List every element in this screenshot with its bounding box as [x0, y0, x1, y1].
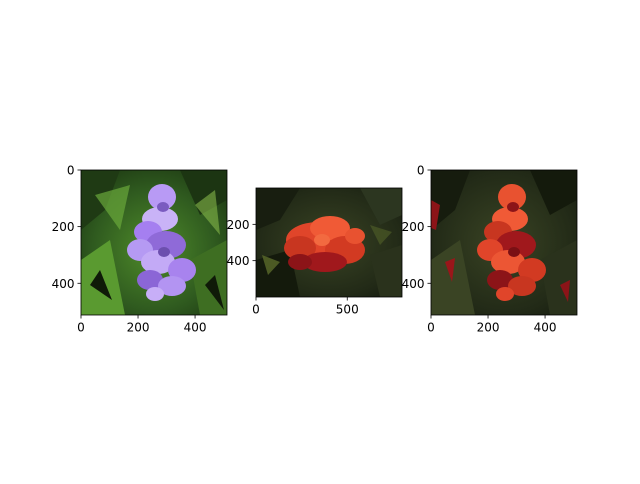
y-tick-label: 200: [402, 220, 425, 234]
flower-red: [284, 216, 365, 272]
x-tick-label: 0: [427, 321, 435, 335]
x-tick-label: 400: [184, 321, 207, 335]
image-panel-2: 0 500 200 400: [227, 187, 403, 317]
y-tick-label: 400: [52, 277, 75, 291]
x-tick-label: 200: [127, 321, 150, 335]
y-tick-label: 400: [227, 254, 250, 268]
axis-ticks-panel-1: 0 200 400 0 200 400: [52, 164, 207, 335]
flower-cluster-1: [127, 184, 196, 301]
y-tick-label: 200: [227, 218, 250, 232]
y-tick-label: 200: [52, 220, 75, 234]
image-red-flower: [256, 188, 402, 297]
y-tick-label: 400: [402, 277, 425, 291]
x-tick-label: 500: [336, 303, 359, 317]
axis-ticks-panel-2: 0 500 200 400: [227, 218, 359, 317]
axis-ticks-panel-3: 0 200 400 0 200 400: [402, 164, 557, 335]
image-panel-3: 0 200 400 0 200 400: [402, 164, 578, 335]
image-panel-1: 0 200 400 0 200 400: [52, 164, 228, 335]
x-tick-label: 200: [477, 321, 500, 335]
image-purple-flowers: [81, 170, 227, 315]
image-recolored-flowers: [431, 170, 577, 315]
y-tick-label: 0: [417, 164, 425, 178]
y-tick-label: 0: [67, 164, 75, 178]
x-tick-label: 0: [252, 303, 260, 317]
flower-cluster-3: [477, 184, 546, 301]
x-tick-label: 400: [534, 321, 557, 335]
x-tick-label: 0: [77, 321, 85, 335]
